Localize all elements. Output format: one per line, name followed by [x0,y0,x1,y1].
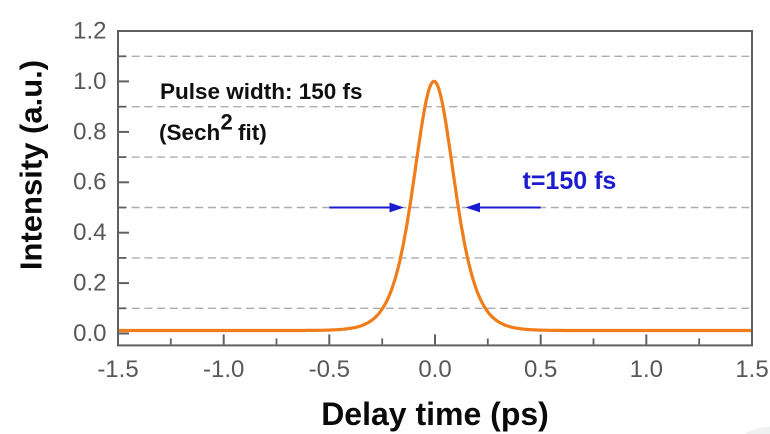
svg-text:Pulse width: 150 fs: Pulse width: 150 fs [160,79,363,104]
svg-text:0.8: 0.8 [73,118,106,145]
svg-text:0.0: 0.0 [418,356,451,383]
svg-text:1.2: 1.2 [73,17,106,44]
svg-text:0.6: 0.6 [73,169,106,196]
svg-text:1.5: 1.5 [735,356,768,383]
svg-text:-1.0: -1.0 [203,356,244,383]
svg-text:-1.5: -1.5 [97,356,138,383]
svg-text:1.0: 1.0 [630,356,663,383]
svg-text:t=150 fs: t=150 fs [523,167,617,195]
svg-text:2: 2 [221,110,233,135]
svg-text:0.2: 0.2 [73,270,106,297]
svg-text:0.0: 0.0 [73,320,106,347]
svg-text:1.0: 1.0 [73,68,106,95]
svg-text:(Sech: (Sech [159,120,220,145]
svg-text:0.4: 0.4 [73,219,106,246]
svg-text:Delay time (ps): Delay time (ps) [321,396,549,432]
svg-text:-0.5: -0.5 [309,356,350,383]
svg-text:Intensity (a.u.): Intensity (a.u.) [14,60,49,270]
svg-text:0.5: 0.5 [524,356,557,383]
svg-text:fit): fit) [238,120,267,145]
